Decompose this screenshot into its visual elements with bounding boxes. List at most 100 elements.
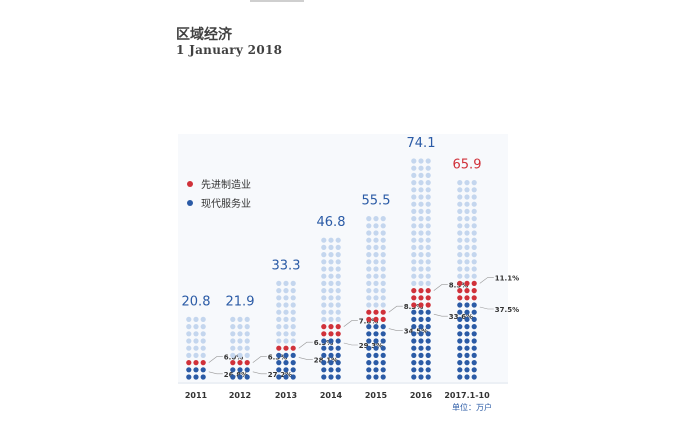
dot-2017.1-10-18-0 [457,244,463,250]
dot-2015-4-2 [380,345,386,351]
dot-2015-0-0 [366,374,372,380]
category-label-2016: 2016 [410,391,433,400]
leader-red-2013 [298,341,313,349]
dot-2016-15-0 [411,266,417,272]
dot-2017.1-10-11-0 [457,295,463,301]
dot-2017.1-10-16-1 [464,259,470,265]
dot-2015-18-2 [380,244,386,250]
dot-2016-18-0 [411,244,417,250]
dot-2015-9-0 [366,309,372,315]
dot-2017.1-10-20-2 [471,230,477,236]
dot-2011-0-1 [193,374,199,380]
dot-2014-8-1 [328,316,334,322]
dot-2017.1-10-14-1 [464,273,470,279]
dot-2013-11-2 [290,295,296,301]
dot-2015-8-2 [380,316,386,322]
legend-dot-services [187,199,193,206]
dot-2016-28-0 [411,172,417,178]
dot-2015-4-0 [366,345,372,351]
dot-2017.1-10-11-1 [464,295,470,301]
dot-2015-3-1 [373,352,379,358]
dot-2015-13-2 [380,280,386,286]
dot-2016-11-1 [418,295,424,301]
dot-2017.1-10-19-0 [457,237,463,243]
dot-2014-13-0 [321,280,327,286]
dot-2013-11-0 [276,295,282,301]
dot-2015-11-1 [373,295,379,301]
dot-2014-3-0 [321,352,327,358]
unit-label: 单位：万户 [452,403,492,412]
dot-2011-0-2 [200,374,206,380]
dot-2016-14-1 [418,273,424,279]
dot-2016-0-1 [418,374,424,380]
dot-2013-1-2 [290,367,296,373]
dot-2016-28-2 [425,172,431,178]
dot-2013-9-1 [283,309,289,315]
dot-2017.1-10-4-1 [464,345,470,351]
dot-2013-6-0 [276,331,282,337]
dot-2017.1-10-17-2 [471,252,477,258]
dot-2017.1-10-27-1 [464,180,470,186]
dot-2012-5-2 [244,338,250,344]
dot-2017.1-10-6-0 [457,331,463,337]
dot-2017.1-10-20-0 [457,230,463,236]
dot-2017.1-10-1-1 [464,367,470,373]
dot-2014-2-0 [321,360,327,366]
dot-2015-20-1 [373,230,379,236]
dot-2015-16-0 [366,259,372,265]
dot-2017.1-10-8-0 [457,316,463,322]
dot-2016-15-1 [418,266,424,272]
share-label-blue-2011: 26.8% [224,371,248,379]
dot-2017.1-10-24-1 [464,201,470,207]
dot-2011-8-0 [186,316,192,322]
dot-2015-19-2 [380,237,386,243]
dot-2017.1-10-24-2 [471,201,477,207]
dot-2015-13-0 [366,280,372,286]
dot-2017.1-10-13-0 [457,280,463,286]
dot-2016-9-2 [425,309,431,315]
dot-2015-4-1 [373,345,379,351]
dot-2012-0-0 [230,374,236,380]
dot-2015-17-1 [373,252,379,258]
dot-2016-18-1 [418,244,424,250]
dot-2016-1-1 [418,367,424,373]
dot-2015-11-2 [380,295,386,301]
dot-2013-2-2 [290,360,296,366]
dot-2017.1-10-20-1 [464,230,470,236]
dot-2016-13-0 [411,280,417,286]
dot-2013-8-2 [290,316,296,322]
dot-2012-7-1 [237,324,243,330]
dot-2016-5-2 [425,338,431,344]
dot-2014-19-1 [328,237,334,243]
dot-2012-2-2 [244,360,250,366]
dot-2017.1-10-14-2 [471,273,477,279]
dot-2014-16-1 [328,259,334,265]
dot-2014-14-0 [321,273,327,279]
dot-2011-6-2 [200,331,206,337]
total-label-2013: 33.3 [272,258,301,273]
dot-2016-28-1 [418,172,424,178]
leader-blue-2011 [208,371,223,375]
dot-2016-23-1 [418,208,424,214]
dot-2016-29-0 [411,165,417,171]
dot-2014-6-1 [328,331,334,337]
dot-2017.1-10-10-0 [457,302,463,308]
dot-2014-10-0 [321,302,327,308]
chart-title: 区域经济 [176,27,232,43]
dot-2017.1-10-4-0 [457,345,463,351]
dot-2017.1-10-25-1 [464,194,470,200]
dot-2012-5-1 [237,338,243,344]
dot-2016-14-0 [411,273,417,279]
dot-2015-20-2 [380,230,386,236]
dot-2017.1-10-12-2 [471,288,477,294]
dot-2013-2-1 [283,360,289,366]
dot-2015-9-1 [373,309,379,315]
dot-2015-15-0 [366,266,372,272]
dot-2017.1-10-15-2 [471,266,477,272]
dot-2016-24-0 [411,201,417,207]
dot-2015-2-1 [373,360,379,366]
dot-2016-30-1 [418,158,424,164]
dot-2013-8-1 [283,316,289,322]
dot-2014-19-2 [335,237,341,243]
dot-2014-2-1 [328,360,334,366]
